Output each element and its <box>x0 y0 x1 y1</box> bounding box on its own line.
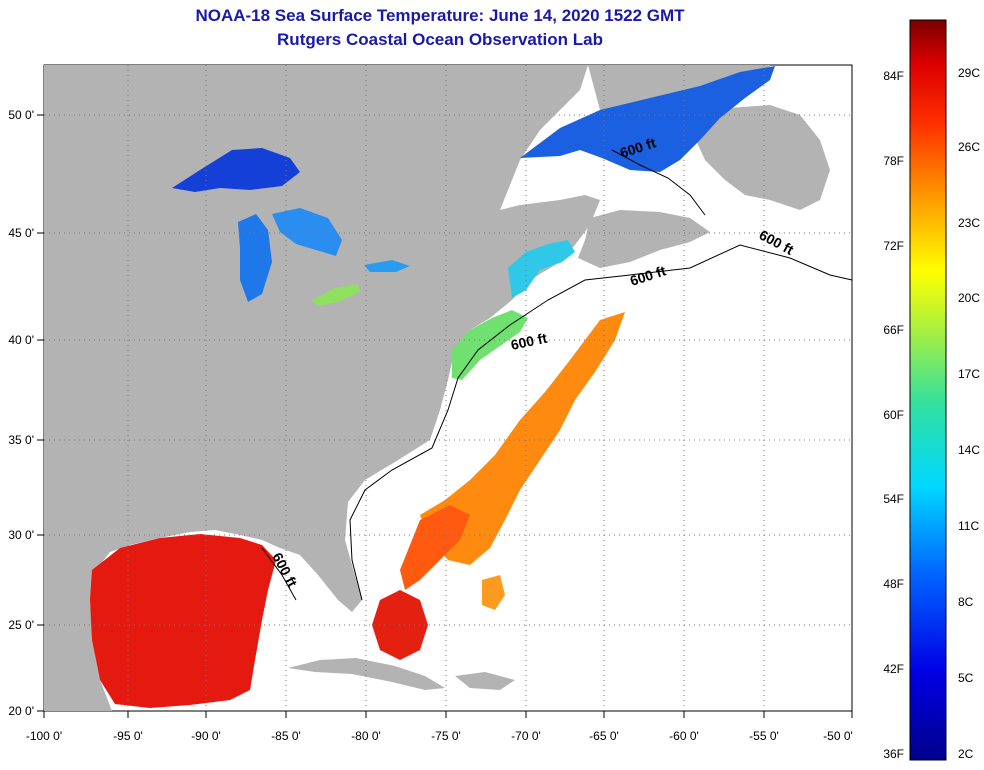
cb-f-label: 36F <box>883 747 904 761</box>
cb-f-label: 78F <box>883 154 904 168</box>
cb-c-label: 20C <box>958 291 980 305</box>
longitude-labels: -100 0' -95 0' -90 0' -85 0' -80 0' -75 … <box>26 729 853 743</box>
frame-ticks <box>37 114 853 718</box>
colorbar <box>909 19 947 761</box>
map-subtitle: Rutgers Coastal Ocean Observation Lab <box>277 30 603 49</box>
isobath-label-4: 600 ft <box>509 330 548 353</box>
colorbar-celsius-labels: 29C 26C 23C 20C 17C 14C 11C 8C 5C 2C <box>958 66 980 761</box>
cold-sst-layer <box>172 66 775 380</box>
cb-f-label: 84F <box>883 69 904 83</box>
lon-label: -60 0' <box>669 729 699 743</box>
lon-label: -80 0' <box>351 729 381 743</box>
cb-f-label: 42F <box>883 662 904 676</box>
cb-c-label: 17C <box>958 367 980 381</box>
map-title: NOAA-18 Sea Surface Temperature: June 14… <box>195 6 685 25</box>
isobath-line <box>349 244 853 601</box>
cb-f-label: 60F <box>883 408 904 422</box>
isobath-line-north <box>611 149 706 216</box>
lon-label: -95 0' <box>113 729 143 743</box>
lon-label: -65 0' <box>589 729 619 743</box>
cb-c-label: 23C <box>958 216 980 230</box>
lon-label: -75 0' <box>431 729 461 743</box>
lat-label: 20 0' <box>8 704 34 718</box>
cb-c-label: 29C <box>958 66 980 80</box>
cb-c-label: 11C <box>958 519 979 533</box>
cb-c-label: 8C <box>958 595 974 609</box>
cb-c-label: 5C <box>958 671 974 685</box>
cb-f-label: 66F <box>883 323 904 337</box>
lat-label: 25 0' <box>8 618 34 632</box>
isobath-line-gulf <box>261 547 297 601</box>
lon-label: -90 0' <box>191 729 221 743</box>
cb-c-label: 26C <box>958 140 980 154</box>
lon-label: -100 0' <box>26 729 62 743</box>
lat-label: 45 0' <box>8 226 34 240</box>
lon-label: -55 0' <box>749 729 779 743</box>
cb-f-label: 48F <box>883 577 904 591</box>
latitude-labels: 50 0' 45 0' 40 0' 35 0' 30 0' 25 0' 20 0… <box>8 108 34 718</box>
lon-label: -85 0' <box>271 729 301 743</box>
colorbar-fahrenheit-labels: 84F 78F 72F 66F 60F 54F 48F 42F 36F <box>883 69 904 761</box>
warm-sst-layer <box>90 312 625 708</box>
cb-c-label: 2C <box>958 747 974 761</box>
lon-label: -70 0' <box>511 729 541 743</box>
cb-f-label: 54F <box>883 492 904 506</box>
cb-f-label: 72F <box>883 239 904 253</box>
lat-label: 35 0' <box>8 433 34 447</box>
cb-c-label: 14C <box>958 443 980 457</box>
lat-label: 40 0' <box>8 333 34 347</box>
lon-label: -50 0' <box>823 729 853 743</box>
lat-label: 50 0' <box>8 108 34 122</box>
lat-label: 30 0' <box>8 528 34 542</box>
